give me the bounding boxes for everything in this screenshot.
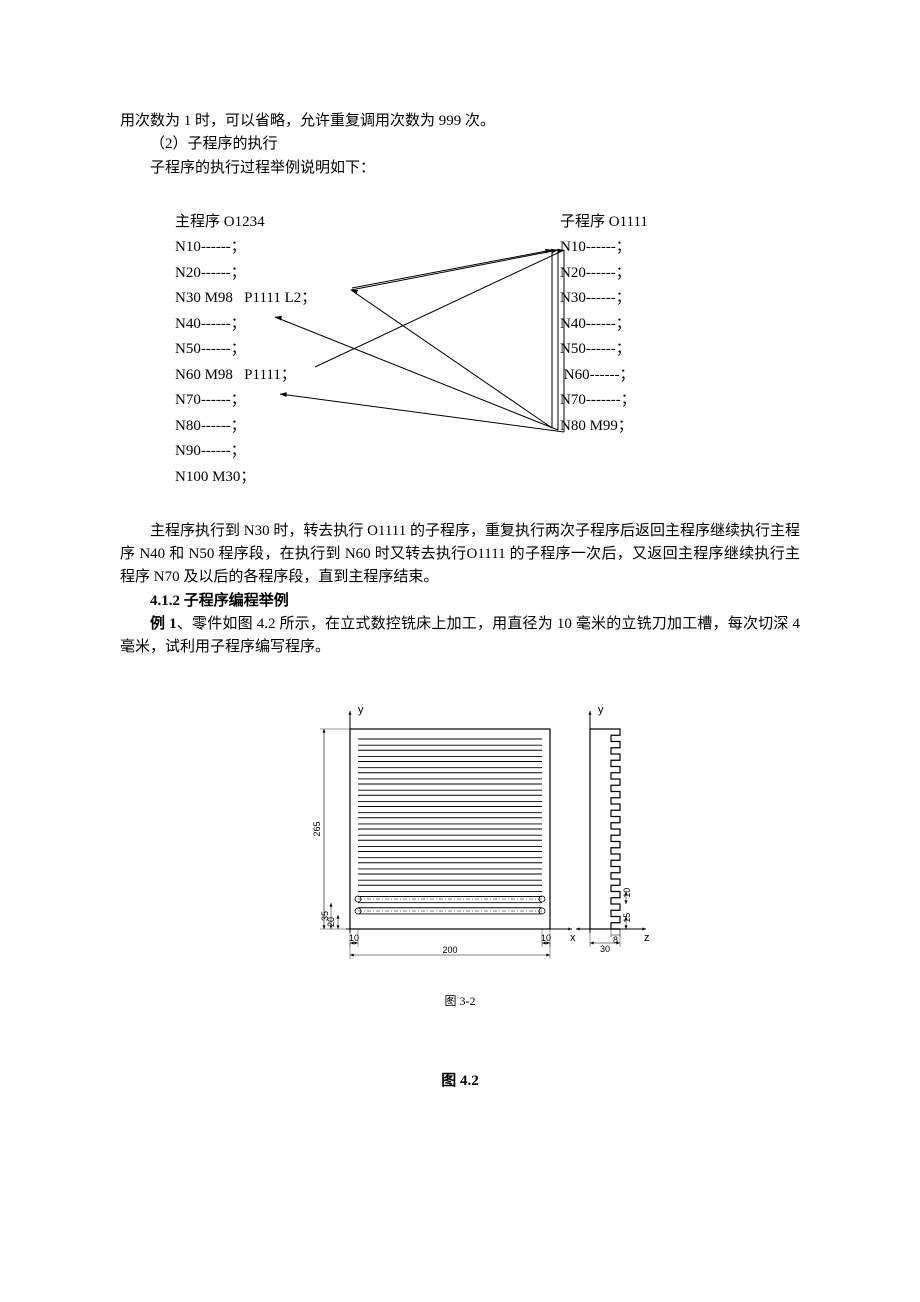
sub-line: N30------； xyxy=(560,286,648,312)
sub-line: N40------； xyxy=(560,312,648,338)
page: 用次数为 1 时，可以省略，允许重复调用次数为 999 次。 （2）子程序的执行… xyxy=(0,0,920,1150)
sub-program-title: 子程序 O1111 xyxy=(560,210,648,236)
main-line: N100 M30； xyxy=(175,465,316,491)
main-line: N10------； xyxy=(175,235,316,261)
main-line: N20------； xyxy=(175,261,316,287)
example-paragraph: 例 1、零件如图 4.2 所示，在立式数控铣床上加工，用直径为 10 毫米的立铣… xyxy=(120,613,800,660)
svg-text:z: z xyxy=(644,932,650,944)
figure-label: 图 4.2 xyxy=(120,1069,800,1090)
svg-text:200: 200 xyxy=(442,945,457,955)
main-line: N30 M98 P1111 L2； xyxy=(175,286,316,312)
svg-text:30: 30 xyxy=(600,944,610,954)
svg-text:10: 10 xyxy=(349,933,359,943)
svg-text:y: y xyxy=(358,704,364,716)
main-line: N40------； xyxy=(175,312,316,338)
section-heading: 4.1.2 子程序编程举例 xyxy=(120,590,800,613)
technical-drawing: yx26520351010200yz3010158 xyxy=(270,699,650,979)
svg-text:35: 35 xyxy=(320,911,330,921)
main-line: N50------； xyxy=(175,337,316,363)
intro-line1: 用次数为 1 时，可以省略，允许重复调用次数为 999 次。 xyxy=(120,110,800,133)
main-line: N60 M98 P1111； xyxy=(175,363,316,389)
sub-line: N50------； xyxy=(560,337,648,363)
svg-text:y: y xyxy=(598,704,604,716)
sub-line: N70-------； xyxy=(560,388,648,414)
intro-line2: （2）子程序的执行 xyxy=(120,133,800,156)
svg-text:265: 265 xyxy=(312,822,322,837)
figure-caption: 图 3-2 xyxy=(120,992,800,1009)
main-program-column: 主程序 O1234 N10------； N20------； N30 M98 … xyxy=(175,210,316,491)
svg-text:x: x xyxy=(570,932,576,944)
svg-text:15: 15 xyxy=(622,913,632,923)
intro-line3: 子程序的执行过程举例说明如下： xyxy=(120,157,800,180)
sub-line: N80 M99； xyxy=(560,414,648,440)
svg-text:10: 10 xyxy=(622,888,632,898)
explanation-paragraph: 主程序执行到 N30 时，转去执行 O1111 的子程序，重复执行两次子程序后返… xyxy=(120,520,800,590)
main-program-title: 主程序 O1234 xyxy=(175,210,316,236)
figure-block: yx26520351010200yz3010158 图 3-2 xyxy=(120,699,800,1009)
example-text: 、零件如图 4.2 所示，在立式数控铣床上加工，用直径为 10 毫米的立铣刀加工… xyxy=(120,616,800,655)
svg-text:8: 8 xyxy=(613,935,618,945)
sub-line: N20------； xyxy=(560,261,648,287)
main-line: N80------； xyxy=(175,414,316,440)
svg-text:10: 10 xyxy=(541,933,551,943)
sub-line: N10------； xyxy=(560,235,648,261)
sub-program-column: 子程序 O1111 N10------； N20------； N30-----… xyxy=(560,210,648,440)
example-label: 例 1 xyxy=(150,616,177,632)
main-line: N90------； xyxy=(175,439,316,465)
main-line: N70------； xyxy=(175,388,316,414)
sub-line: N60------； xyxy=(560,363,648,389)
program-diagram: 主程序 O1234 N10------； N20------； N30 M98 … xyxy=(120,210,800,500)
